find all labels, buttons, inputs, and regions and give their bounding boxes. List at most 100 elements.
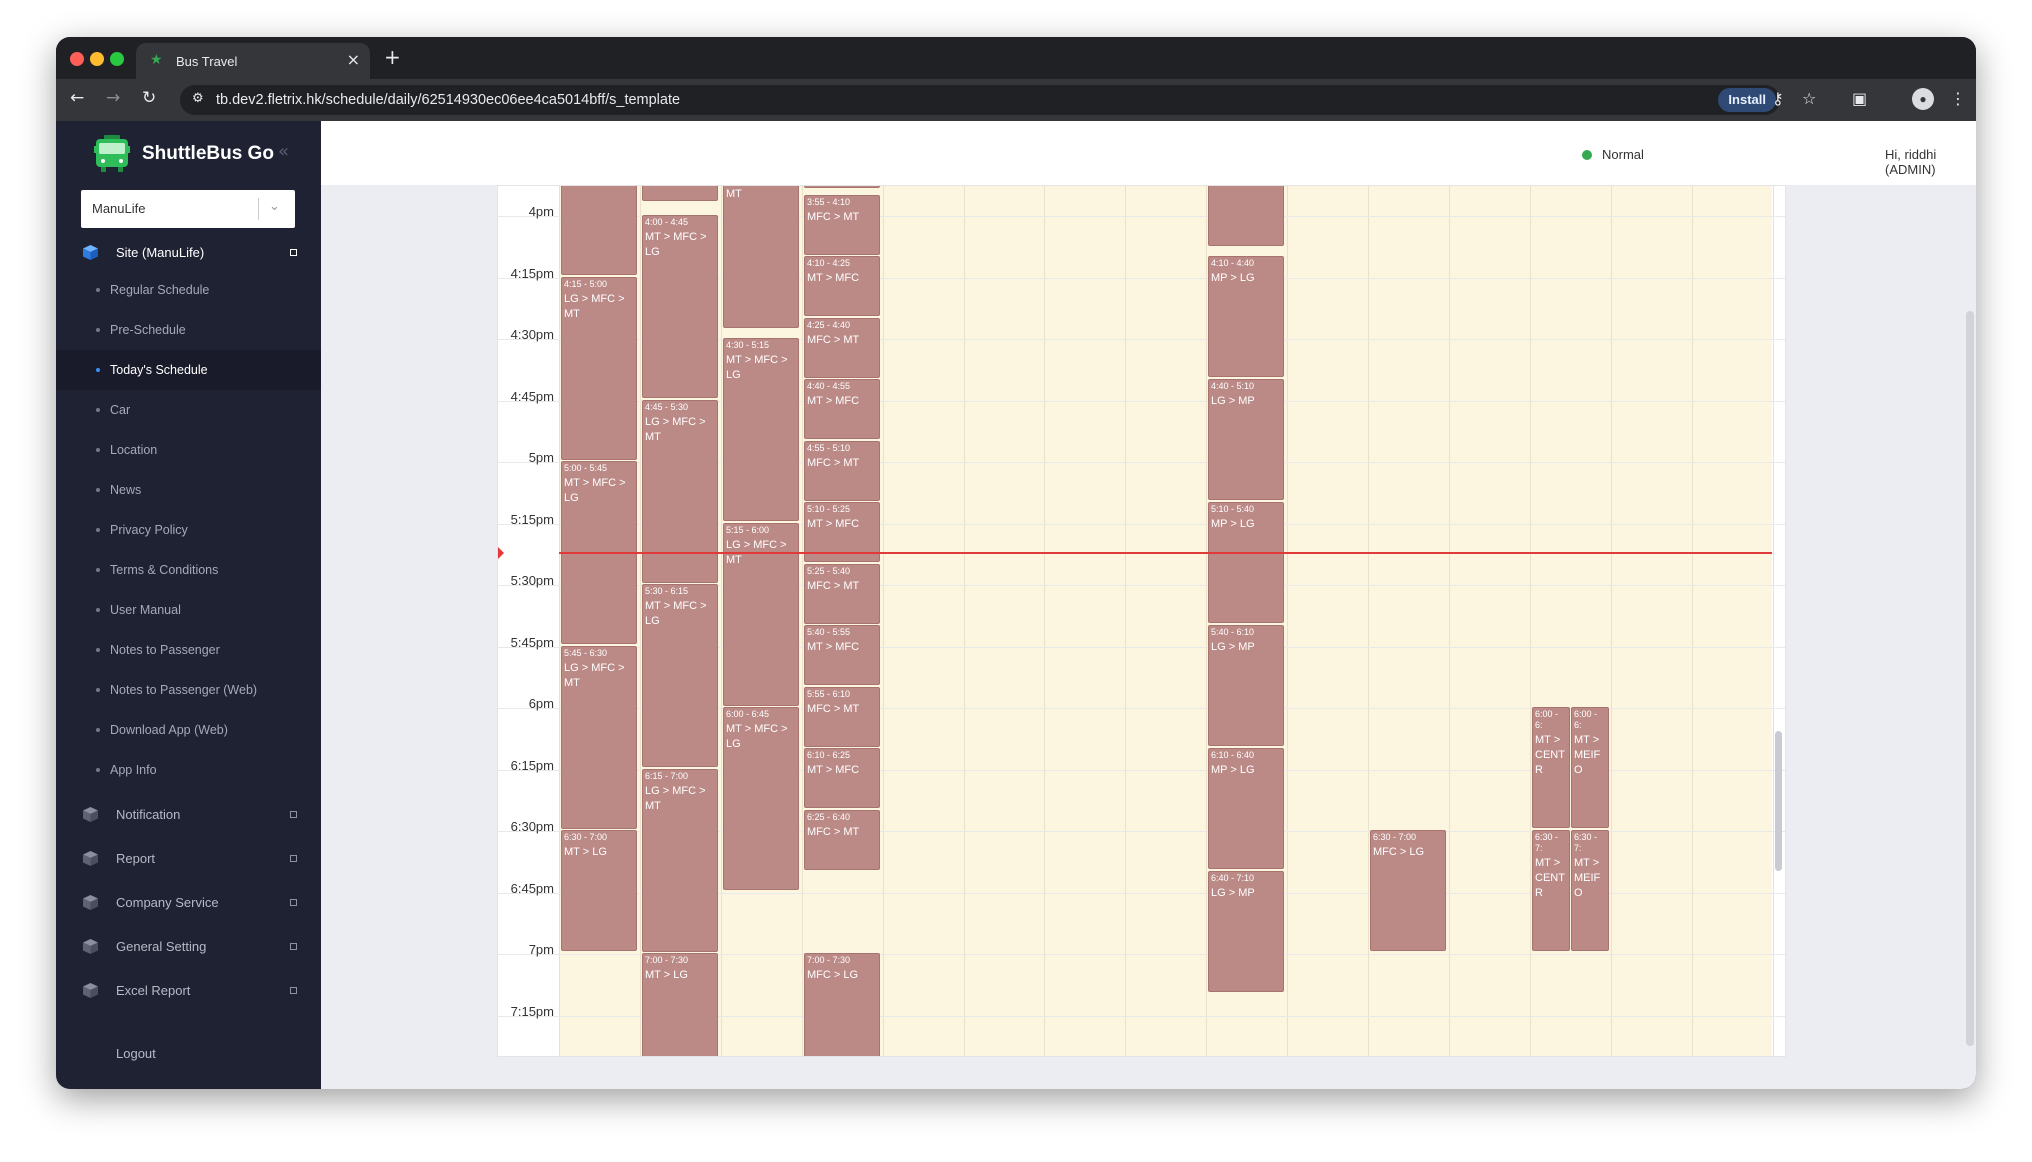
schedule-event[interactable]: 6:30 - 7: MT > CENTR [1532, 830, 1570, 951]
sidebar-item-terms-conditions[interactable]: Terms & Conditions [56, 550, 321, 590]
expand-toggle-icon[interactable] [290, 987, 297, 994]
sidebar-section-general-setting[interactable]: General Setting [56, 928, 321, 964]
schedule-event[interactable]: 4:40 - 4:55 MT > MFC [804, 379, 880, 439]
install-button[interactable]: Install [1718, 88, 1776, 112]
schedule-event[interactable]: 5:40 - 5:55 MT > MFC [804, 625, 880, 685]
sidebar-section-report[interactable]: Report [56, 840, 321, 876]
logout-link[interactable]: Logout [116, 1046, 156, 1061]
password-key-icon[interactable]: ⚷ [1772, 89, 1784, 108]
schedule-event[interactable] [561, 186, 637, 275]
sidebar-section-site[interactable]: Site (ManuLife) [56, 234, 321, 270]
forward-icon[interactable]: → [106, 88, 121, 108]
schedule-event[interactable]: 5:10 - 5:40 MP > LG [1208, 502, 1284, 623]
sidebar-item-location[interactable]: Location [56, 430, 321, 470]
schedule-event[interactable] [642, 186, 718, 201]
schedule-event[interactable]: 6:30 - 7:00 MT > LG [561, 830, 637, 951]
site-select[interactable]: ManuLife ⌄ [81, 190, 295, 228]
reload-icon[interactable]: ↻ [142, 88, 157, 108]
site-settings-icon[interactable]: ⚙ [192, 91, 204, 106]
expand-toggle-icon[interactable] [290, 943, 297, 950]
schedule-event[interactable]: 4:10 - 4:40 MP > LG [1208, 256, 1284, 377]
schedule-event[interactable]: 6:15 - 7:00 LG > MFC > MT [642, 769, 718, 952]
sidebar-item-car[interactable]: Car [56, 390, 321, 430]
schedule-event[interactable]: 4:25 - 4:40 MFC > MT [804, 318, 880, 378]
sidebar-item-app-info[interactable]: App Info [56, 750, 321, 790]
profile-avatar-icon[interactable]: ● [1912, 88, 1934, 110]
sidebar-item-today-s-schedule[interactable]: Today's Schedule [56, 350, 321, 390]
sidebar-item-download-app-web[interactable]: Download App (Web) [56, 710, 321, 750]
schedule-event[interactable] [1208, 186, 1284, 246]
schedule-event[interactable]: 6:40 - 7:10 LG > MP [1208, 871, 1284, 992]
sidebar-section-notification[interactable]: Notification [56, 796, 321, 832]
chevron-down-icon[interactable]: ⌄ [269, 199, 280, 214]
schedule-event[interactable]: 5:55 - 6:10 MFC > MT [804, 687, 880, 747]
expand-toggle-icon[interactable] [290, 855, 297, 862]
expand-toggle-icon[interactable] [290, 249, 297, 256]
event-route: MT > LG [564, 846, 607, 858]
schedule-event[interactable]: 7:00 - 7:30 MT > LG [642, 953, 718, 1056]
schedule-event[interactable]: 6:00 - 6:45 MT > MFC > LG [723, 707, 799, 890]
schedule-event[interactable]: 4:00 - 4:45 MT > MFC > LG [642, 215, 718, 398]
minimize-window-icon[interactable] [90, 52, 104, 66]
schedule-event[interactable]: 4:10 - 4:25 MT > MFC [804, 256, 880, 316]
daily-schedule-calendar: 4pm 4:15pm 4:30pm 4:45pm 5pm 5:15pm 5:30pm 5:45… [497, 185, 1786, 1057]
schedule-event[interactable] [804, 186, 880, 188]
schedule-event[interactable]: 5:40 - 6:10 LG > MP [1208, 625, 1284, 746]
schedule-event[interactable]: MT [723, 186, 799, 328]
schedule-event[interactable]: 4:40 - 5:10 LG > MP [1208, 379, 1284, 500]
expand-toggle-icon[interactable] [290, 899, 297, 906]
event-time: 7:00 - 7:30 [645, 955, 689, 965]
event-time: 5:40 - 5:55 [807, 627, 851, 637]
event-time: 6:30 - 7: [1574, 832, 1598, 853]
page-scrollbar[interactable] [1966, 311, 1974, 1046]
side-panel-icon[interactable]: ▣ [1852, 89, 1868, 108]
column-divider [1611, 186, 1612, 1056]
schedule-event[interactable]: 6:30 - 7:00 MFC > LG [1370, 830, 1446, 951]
more-menu-icon[interactable]: ⋮ [1950, 89, 1966, 108]
schedule-event[interactable]: 6:10 - 6:40 MP > LG [1208, 748, 1284, 869]
event-route: MFC > LG [807, 969, 859, 981]
schedule-event[interactable]: 6:00 - 6: MT > CENTR [1532, 707, 1570, 828]
event-time: 4:10 - 4:40 [1211, 258, 1255, 268]
schedule-event[interactable]: 6:30 - 7: MT > MEIFO [1571, 830, 1609, 951]
schedule-event[interactable]: 5:30 - 6:15 MT > MFC > LG [642, 584, 718, 767]
bookmark-star-icon[interactable]: ☆ [1802, 89, 1817, 108]
sidebar-item-privacy-policy[interactable]: Privacy Policy [56, 510, 321, 550]
schedule-event[interactable]: 4:30 - 5:15 MT > MFC > LG [723, 338, 799, 521]
sidebar-item-pre-schedule[interactable]: Pre-Schedule [56, 310, 321, 350]
sidebar-section-company-service[interactable]: Company Service [56, 884, 321, 920]
schedule-event[interactable]: 6:25 - 6:40 MFC > MT [804, 810, 880, 870]
schedule-event[interactable]: 5:25 - 5:40 MFC > MT [804, 564, 880, 624]
schedule-event[interactable]: 6:00 - 6: MT > MEIFO [1571, 707, 1609, 828]
zoom-window-icon[interactable] [110, 52, 124, 66]
close-tab-icon[interactable]: × [346, 50, 360, 69]
user-greeting[interactable]: Hi, riddhi (ADMIN) [1885, 147, 1937, 177]
sidebar-item-notes-to-passenger-web[interactable]: Notes to Passenger (Web) [56, 670, 321, 710]
schedule-event[interactable]: 4:55 - 5:10 MFC > MT [804, 441, 880, 501]
sidebar-item-user-manual[interactable]: User Manual [56, 590, 321, 630]
browser-tab[interactable]: ★ Bus Travel × [136, 43, 370, 79]
calendar-scrollbar[interactable] [1775, 731, 1782, 871]
sidebar-item-notes-to-passenger[interactable]: Notes to Passenger [56, 630, 321, 670]
sidebar-item-regular-schedule[interactable]: Regular Schedule [56, 270, 321, 310]
close-window-icon[interactable] [70, 52, 84, 66]
collapse-sidebar-icon[interactable]: « [278, 141, 290, 162]
event-route: LG > MFC > MT [726, 539, 787, 566]
event-time: 4:00 - 4:45 [645, 217, 689, 227]
expand-toggle-icon[interactable] [290, 811, 297, 818]
schedule-event[interactable]: 4:45 - 5:30 LG > MFC > MT [642, 400, 718, 583]
address-bar[interactable]: ⚙ tb.dev2.fletrix.hk/schedule/daily/6251… [180, 85, 1780, 115]
schedule-event[interactable]: 3:55 - 4:10 MFC > MT [804, 195, 880, 255]
sidebar-section-excel-report[interactable]: Excel Report [56, 972, 321, 1008]
back-icon[interactable]: ← [70, 88, 85, 108]
schedule-event[interactable]: 5:45 - 6:30 LG > MFC > MT [561, 646, 637, 829]
schedule-event[interactable]: 6:10 - 6:25 MT > MFC [804, 748, 880, 808]
schedule-event[interactable]: 5:15 - 6:00 LG > MFC > MT [723, 523, 799, 706]
time-slot-line [498, 339, 1785, 340]
sidebar-item-news[interactable]: News [56, 470, 321, 510]
schedule-event[interactable]: 7:00 - 7:30 MFC > LG [804, 953, 880, 1056]
time-label: 4:30pm [510, 327, 554, 342]
schedule-event[interactable]: 4:15 - 5:00 LG > MFC > MT [561, 277, 637, 460]
new-tab-icon[interactable]: + [384, 45, 401, 69]
event-route: MT > MFC [807, 272, 860, 284]
